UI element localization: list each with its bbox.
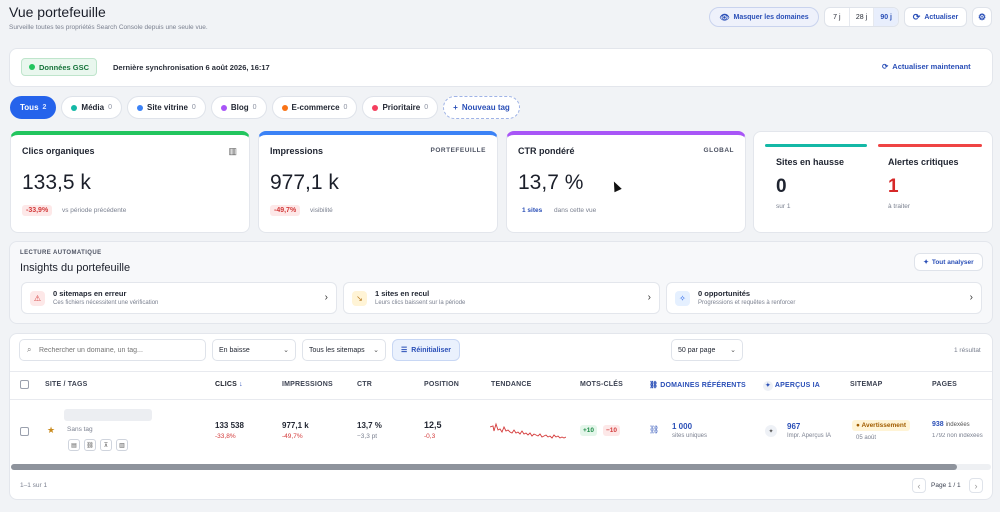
insight-sites-declining[interactable]: ↘ 1 sites en recul Leurs clics baissent … (343, 282, 660, 314)
col-ai-overviews[interactable]: ✦ APERÇUS IA (763, 381, 820, 391)
col-ref-domains[interactable]: ⛓ DOMAINES RÉFÉRENTS (649, 382, 746, 389)
pages-indexed: 938 indexées (932, 421, 970, 428)
sitemap-icon[interactable]: ⊼ (100, 439, 112, 451)
tag-blog[interactable]: Blog 0 (210, 96, 267, 119)
trend-sparkline (490, 422, 566, 439)
analyze-all-button[interactable]: ✦ Tout analyser (914, 253, 983, 271)
col-trend[interactable]: TENDANCE (491, 381, 532, 388)
period-28d[interactable]: 28 j (850, 8, 875, 26)
link-icon[interactable]: ⛓ (84, 439, 96, 451)
kpi-status-card: Sites en hausse 0 sur 1 Alertes critique… (753, 131, 993, 233)
chevron-down-icon: ⌄ (373, 347, 379, 354)
sliders-icon: ☰ (401, 347, 408, 354)
keywords-up-badge: +10 (580, 425, 598, 436)
select-all-checkbox[interactable] (20, 380, 29, 389)
refresh-icon: ⟳ (912, 11, 921, 22)
ref-domains-link[interactable]: 1 000 (672, 422, 693, 431)
ai-overviews-link[interactable]: 967 (787, 422, 801, 431)
site-tag: Sans tag (67, 426, 93, 433)
period-7d[interactable]: 7 j (825, 8, 850, 26)
kpi-clicks-card: Clics organiques ▥ 133,5 k -33,9% vs pér… (10, 131, 250, 233)
col-pages[interactable]: PAGES (932, 381, 957, 388)
col-position[interactable]: POSITION (424, 381, 460, 388)
ai-sparkle-icon: ✦ (765, 425, 777, 437)
chevron-right-icon: › (647, 292, 651, 303)
period-selector: 7 j 28 j 90 j (824, 7, 899, 27)
sites-link[interactable]: 1 sites (522, 207, 543, 214)
search-input[interactable] (39, 344, 199, 357)
col-impressions[interactable]: IMPRESSIONS (282, 381, 333, 388)
col-keywords[interactable]: MOTS-CLÉS (580, 381, 624, 388)
page-subtitle: Surveille toutes tes propriétés Search C… (9, 24, 208, 31)
kpi-ctr-card: CTR pondéré GLOBAL 13,7 % 1 sites dans c… (506, 131, 746, 233)
pagination-range: 1–1 sur 1 (20, 482, 48, 489)
plus-icon: + (453, 103, 458, 112)
col-site[interactable]: SITE / TAGS (45, 381, 88, 388)
tag-filter-bar: Tous 2 Média 0 Site vitrine 0 Blog 0 E-comm… (10, 96, 520, 119)
reset-filters-button[interactable]: ☰ Réinitialiser (392, 339, 460, 361)
site-actions: ▤ ⛓ ⊼ ▥ (68, 439, 128, 451)
insights-title: Insights du portefeuille (20, 262, 131, 274)
col-ctr[interactable]: CTR (357, 381, 372, 388)
sparkle-icon: ✦ (763, 381, 773, 391)
insight-opportunities[interactable]: ✧ 0 opportunités Progressions et requête… (666, 282, 982, 314)
chevron-right-icon: › (324, 292, 328, 303)
results-count: 1 résultat (954, 347, 981, 354)
search-icon: ⌕ (27, 345, 32, 354)
refresh-icon: ⟳ (882, 62, 889, 71)
horizontal-scrollbar[interactable] (11, 464, 991, 470)
arrow-down-icon: ↓ (239, 381, 243, 388)
tag-site-vitrine[interactable]: Site vitrine 0 (127, 96, 206, 119)
link-icon: ⛓ (649, 382, 659, 389)
tag-all[interactable]: Tous 2 (10, 96, 57, 119)
prev-page-button[interactable]: ‹ (912, 478, 926, 493)
gsc-badge: Données GSC (21, 58, 98, 76)
search-box[interactable]: ⌕ (19, 339, 206, 361)
col-sitemap[interactable]: SITEMAP (850, 381, 883, 388)
last-sync-text: Dernière synchronisation 6 août 2026, 16… (113, 63, 270, 72)
per-page-select[interactable]: 50 par page ⌄ (671, 339, 743, 361)
sparkle-icon: ✦ (923, 259, 929, 266)
kpi-impressions-card: Impressions PORTEFEUILLE 977,1 k -49,7% … (258, 131, 498, 233)
sync-bar (9, 48, 993, 87)
gear-icon: ⚙ (977, 11, 987, 22)
chevron-right-icon: › (969, 292, 973, 303)
refresh-now-link[interactable]: ⟳ Actualiser maintenant (882, 62, 971, 71)
bar-chart-icon: ▥ (228, 146, 237, 156)
trend-select[interactable]: En baisse ⌄ (212, 339, 296, 361)
keywords-down-badge: −10 (603, 425, 621, 436)
tag-ecommerce[interactable]: E-commerce 0 (271, 96, 358, 119)
table-row[interactable]: ★ Sans tag ▤ ⛓ ⊼ ▥ 133 538 -33,8% 977,1 … (10, 400, 992, 462)
settings-button[interactable]: ⚙ (972, 7, 992, 27)
document-icon[interactable]: ▤ (68, 439, 80, 451)
page-indicator: Page 1 / 1 (931, 482, 961, 489)
warning-icon: ⚠ (30, 291, 45, 306)
col-clicks[interactable]: CLICS ↓ (215, 381, 243, 388)
hide-domains-button[interactable]: 👁 Masquer les domaines (709, 7, 819, 27)
tag-prioritaire[interactable]: Prioritaire 0 (362, 96, 439, 119)
eye-icon: 👁 (719, 12, 730, 22)
link-icon: ⛓ (649, 425, 660, 434)
favorite-star-icon[interactable]: ★ (47, 425, 56, 435)
chart-icon[interactable]: ▥ (116, 439, 128, 451)
row-checkbox[interactable] (20, 427, 29, 436)
chevron-down-icon: ⌄ (730, 347, 736, 354)
sitemap-select[interactable]: Tous les sitemaps ⌄ (302, 339, 386, 361)
sitemap-status-badge: ● Avertissement (852, 420, 911, 431)
chevron-down-icon: ⌄ (283, 347, 289, 354)
page-title: Vue portefeuille (9, 4, 106, 20)
next-page-button[interactable]: › (969, 478, 983, 493)
period-90d[interactable]: 90 j (874, 8, 898, 26)
new-tag-button[interactable]: + Nouveau tag (443, 96, 520, 119)
site-name-placeholder (64, 409, 152, 421)
tag-media[interactable]: Média 0 (61, 96, 122, 119)
trend-down-icon: ↘ (352, 291, 367, 306)
sparkle-icon: ✧ (675, 291, 690, 306)
refresh-button[interactable]: ⟳ Actualiser (904, 7, 967, 27)
insight-sitemaps-error[interactable]: ⚠ 0 sitemaps en erreur Ces fichiers néce… (21, 282, 337, 314)
